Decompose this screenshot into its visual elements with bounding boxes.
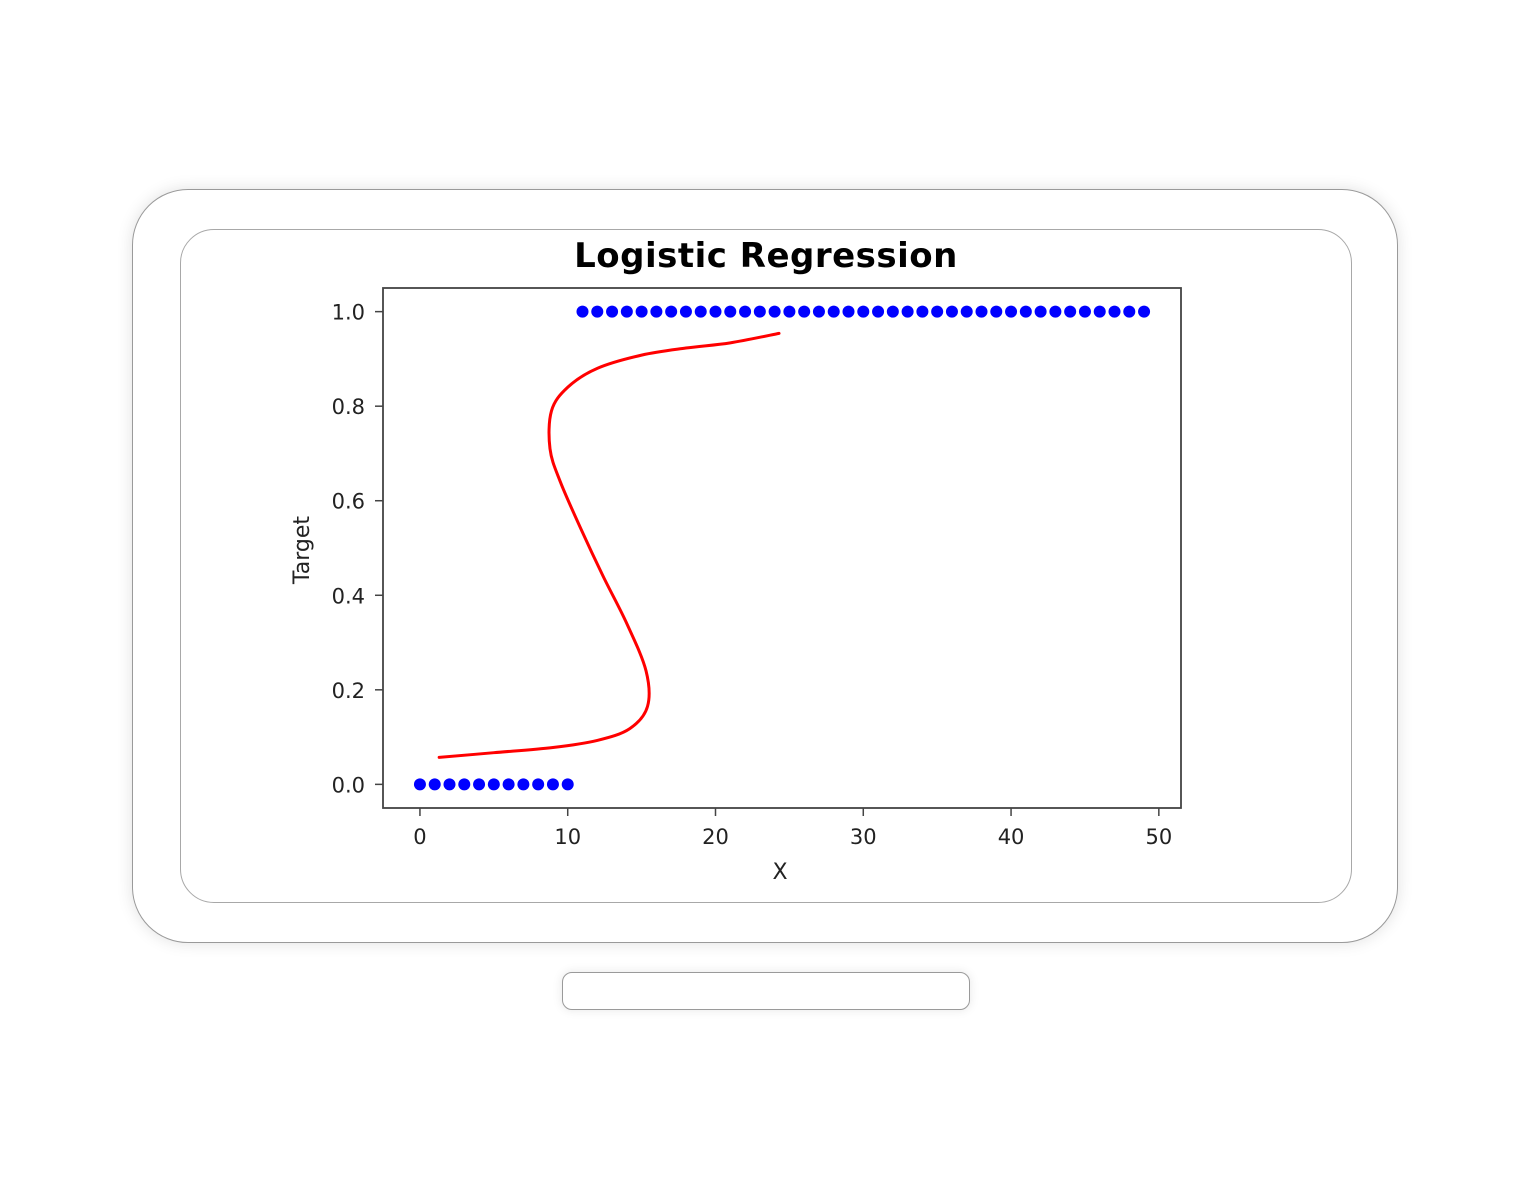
scatter-point xyxy=(783,305,796,318)
scatter-point xyxy=(724,305,737,318)
y-axis-label: Target xyxy=(290,516,315,585)
scatter-point xyxy=(650,305,663,318)
scatter-point xyxy=(798,305,811,318)
scatter-point xyxy=(916,305,929,318)
scatter-point xyxy=(945,305,958,318)
scatter-point xyxy=(1049,305,1062,318)
scatter-point xyxy=(694,305,707,318)
x-tick-label: 30 xyxy=(850,825,877,849)
scatter-point xyxy=(768,305,781,318)
scatter-point xyxy=(1093,305,1106,318)
scatter-point xyxy=(709,305,722,318)
y-tick-label: 0.2 xyxy=(332,679,365,703)
y-tick-label: 0.4 xyxy=(332,584,365,608)
scatter-point xyxy=(872,305,885,318)
scatter-point xyxy=(812,305,825,318)
scatter-point xyxy=(620,305,633,318)
scatter-point xyxy=(502,778,515,791)
scatter-point xyxy=(458,778,471,791)
plot-frame xyxy=(382,287,1182,809)
x-axis-label: X xyxy=(772,860,787,885)
scatter-point xyxy=(827,305,840,318)
scatter-point xyxy=(561,778,574,791)
scatter-point xyxy=(960,305,973,318)
screen-panel xyxy=(180,229,1352,903)
x-tick-label: 20 xyxy=(702,825,729,849)
scatter-point xyxy=(473,778,486,791)
scatter-point xyxy=(931,305,944,318)
x-tick-label: 0 xyxy=(413,825,426,849)
scatter-point xyxy=(428,778,441,791)
scatter-point xyxy=(753,305,766,318)
y-tick-label: 0.8 xyxy=(332,395,365,419)
scatter-point xyxy=(886,305,899,318)
scatter-point xyxy=(576,305,589,318)
scatter-point xyxy=(665,305,678,318)
chart-title: Logistic Regression xyxy=(574,236,958,276)
scatter-point xyxy=(1064,305,1077,318)
scatter-point xyxy=(857,305,870,318)
scatter-point xyxy=(606,305,619,318)
x-tick-label: 10 xyxy=(554,825,581,849)
x-tick-label: 40 xyxy=(998,825,1025,849)
y-tick-label: 0.0 xyxy=(332,773,365,797)
scatter-point xyxy=(1123,305,1136,318)
scatter-point xyxy=(679,305,692,318)
scatter-point xyxy=(990,305,1003,318)
x-tick-label: 50 xyxy=(1145,825,1172,849)
scatter-point xyxy=(1019,305,1032,318)
scatter-point xyxy=(413,778,426,791)
scatter-point xyxy=(532,778,545,791)
scatter-point xyxy=(1078,305,1091,318)
fitted-curve xyxy=(437,331,781,759)
scatter-point xyxy=(1138,305,1151,318)
scatter-point xyxy=(842,305,855,318)
y-tick-label: 0.6 xyxy=(332,490,365,514)
scatter-point xyxy=(546,778,559,791)
scatter-point xyxy=(443,778,456,791)
scatter-point xyxy=(901,305,914,318)
plot-layer xyxy=(413,305,1151,791)
scatter-point xyxy=(1108,305,1121,318)
scatter-point xyxy=(635,305,648,318)
scatter-point xyxy=(975,305,988,318)
scatter-point xyxy=(1005,305,1018,318)
scatter-point xyxy=(487,778,500,791)
y-tick-label: 1.0 xyxy=(332,301,365,325)
scatter-point xyxy=(517,778,530,791)
scatter-point xyxy=(591,305,604,318)
device-stand xyxy=(562,972,970,1010)
scatter-point xyxy=(1034,305,1047,318)
scatter-point xyxy=(739,305,752,318)
